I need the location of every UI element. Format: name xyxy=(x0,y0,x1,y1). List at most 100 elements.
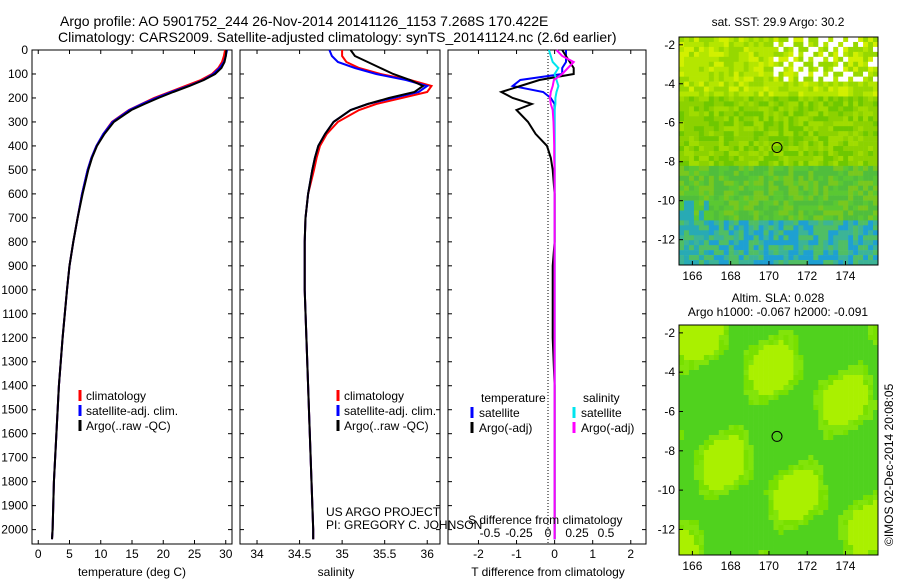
heatmap-cell xyxy=(728,415,735,421)
heatmap-cell xyxy=(818,435,824,441)
heatmap-cell xyxy=(818,190,824,196)
heatmap-cell xyxy=(703,190,710,196)
heatmap-cell xyxy=(798,410,804,416)
heatmap-cell xyxy=(793,116,799,122)
heatmap-cell xyxy=(778,91,784,97)
heatmap-cell xyxy=(738,46,744,53)
heatmap-cell xyxy=(873,51,878,58)
heatmap-cell xyxy=(863,460,869,466)
heatmap-cell xyxy=(758,465,764,471)
heatmap-cell xyxy=(798,141,804,147)
heatmap-cell xyxy=(708,390,715,396)
heatmap-cell xyxy=(758,375,764,381)
heatmap-cell xyxy=(748,141,754,147)
heatmap-cell xyxy=(758,450,764,456)
heatmap-cell xyxy=(868,370,874,376)
heatmap-cell xyxy=(853,121,859,127)
sla-map-frame xyxy=(678,324,879,556)
heatmap-cell xyxy=(723,141,730,147)
heatmap-cell xyxy=(813,390,819,396)
heatmap-cell xyxy=(708,131,715,137)
heatmap-cell xyxy=(723,240,730,246)
heatmap-cell xyxy=(748,385,754,391)
heatmap-cell xyxy=(853,180,859,186)
legend-label: satellite xyxy=(581,406,622,420)
heatmap-cell xyxy=(808,510,814,516)
heatmap-cell xyxy=(763,151,769,157)
heatmap-cell xyxy=(798,345,804,351)
heatmap-cell xyxy=(723,91,730,97)
heatmap-cell xyxy=(798,66,804,72)
heatmap-cell xyxy=(738,101,744,107)
salinity-panel: 34 34.5 35 35.5 36 climatologysatellite-adj.… xyxy=(239,49,482,579)
heatmap-cell xyxy=(688,151,695,157)
heatmap-cell xyxy=(808,425,814,431)
heatmap-cell xyxy=(853,370,859,376)
heatmap-cell xyxy=(768,106,774,112)
heatmap-cell xyxy=(763,136,769,142)
heatmap-cell xyxy=(738,250,744,256)
heatmap-cell xyxy=(758,490,764,496)
heatmap-cell xyxy=(863,405,869,411)
heatmap-cell xyxy=(728,151,735,157)
heatmap-cell xyxy=(853,550,859,555)
heatmap-cell xyxy=(808,360,814,366)
heatmap-cell xyxy=(728,61,735,68)
heatmap-cell xyxy=(778,66,784,72)
heatmap-cell xyxy=(873,340,878,346)
heatmap-cell xyxy=(713,41,720,48)
heatmap-cell xyxy=(843,530,849,536)
heatmap-cell xyxy=(778,500,784,506)
heatmap-cell xyxy=(823,350,829,356)
heatmap-cell xyxy=(823,375,829,381)
heatmap-cell xyxy=(828,200,834,206)
heatmap-cell xyxy=(683,420,690,426)
depth-tick-label: 1100 xyxy=(2,307,28,321)
heatmap-cell xyxy=(748,545,754,551)
heatmap-cell xyxy=(778,37,784,43)
heatmap-cell xyxy=(848,425,854,431)
heatmap-cell xyxy=(679,185,685,191)
heatmap-cell xyxy=(743,146,749,152)
heatmap-cell xyxy=(763,205,769,211)
heatmap-cell xyxy=(838,535,844,541)
heatmap-cell xyxy=(818,185,824,191)
heatmap-cell xyxy=(788,540,794,546)
heatmap-cell xyxy=(783,430,789,436)
heatmap-cell xyxy=(823,500,829,506)
heatmap-cell xyxy=(773,455,779,461)
heatmap-cell xyxy=(803,475,809,481)
heatmap-cell xyxy=(863,37,869,43)
depth-tick-label: 0 xyxy=(21,43,28,57)
heatmap-cell xyxy=(863,335,869,341)
heatmap-cell xyxy=(803,360,809,366)
heatmap-cell xyxy=(823,195,829,201)
series-line xyxy=(51,49,227,540)
heatmap-cell xyxy=(713,420,720,426)
heatmap-cell xyxy=(753,360,759,366)
heatmap-cell xyxy=(708,385,715,391)
heatmap-cell xyxy=(803,81,809,87)
heatmap-cell xyxy=(773,46,779,53)
heatmap-cell xyxy=(728,220,735,226)
heatmap-cell xyxy=(813,190,819,196)
heatmap-cell xyxy=(828,235,834,241)
heatmap-cell xyxy=(688,235,695,241)
heatmap-cell xyxy=(693,385,700,391)
heatmap-cell xyxy=(868,365,874,371)
heatmap-cell xyxy=(679,131,685,137)
heatmap-cell xyxy=(833,185,839,191)
heatmap-cell xyxy=(843,545,849,551)
heatmap-cell xyxy=(758,235,764,241)
heatmap-cell xyxy=(688,225,695,231)
heatmap-cell xyxy=(693,76,700,82)
heatmap-cell xyxy=(808,255,814,261)
heatmap-cell xyxy=(803,550,809,555)
heatmap-cell xyxy=(713,405,720,411)
heatmap-cell xyxy=(858,190,864,196)
heatmap-cell xyxy=(773,200,779,206)
heatmap-cell xyxy=(683,220,690,226)
heatmap-cell xyxy=(758,76,764,82)
heatmap-cell xyxy=(828,350,834,356)
heatmap-cell xyxy=(753,500,759,506)
